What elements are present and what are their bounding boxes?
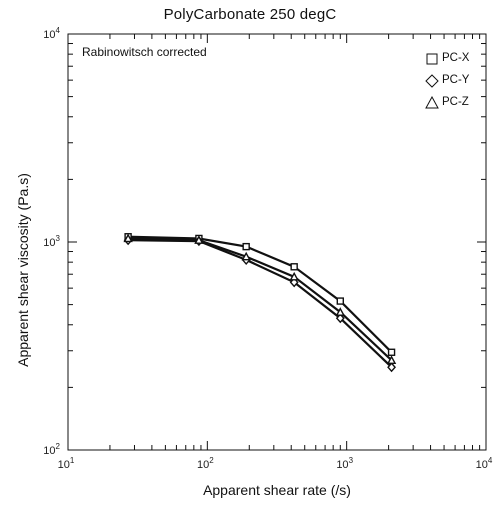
diamond-marker-icon — [425, 74, 439, 88]
x-tick-exponent: 2 — [209, 456, 214, 465]
y-tick-exponent: 3 — [56, 234, 61, 243]
y-axis-label: Apparent shear viscosity (Pa.s) — [15, 173, 31, 367]
series-markers — [123, 233, 397, 373]
data-point-pc-y — [335, 313, 345, 324]
legend-item-pc-x: PC-X — [425, 52, 495, 74]
y-tick-label: 102 — [43, 442, 60, 457]
data-point-pc-z — [123, 233, 133, 243]
x-tick-exponent: 3 — [349, 456, 354, 465]
data-point-pc-z — [289, 271, 299, 281]
triangle-marker-icon — [425, 96, 439, 109]
data-point-pc-z — [386, 355, 397, 364]
legend-item-pc-y: PC-Y — [425, 74, 495, 96]
x-tick-label: 103 — [336, 456, 353, 471]
x-tick-exponent: 4 — [488, 456, 493, 465]
x-tick-label: 101 — [58, 456, 75, 471]
legend-label-pc-z: PC-Z — [442, 96, 469, 108]
y-tick-label: 104 — [43, 26, 60, 41]
x-axis-label: Apparent shear rate (/s) — [203, 482, 351, 498]
data-point-pc-x — [242, 242, 250, 251]
series-lines — [128, 235, 393, 368]
y-tick-exponent: 4 — [56, 26, 61, 35]
x-tick-exponent: 1 — [70, 456, 75, 465]
square-marker-icon — [426, 53, 438, 65]
data-point-pc-z — [241, 251, 251, 261]
series-line-pc-y — [128, 239, 393, 368]
annotation-text: Rabinowitsch corrected — [82, 45, 207, 59]
data-point-pc-x — [387, 348, 396, 356]
data-point-pc-x — [336, 297, 344, 305]
x-tick-label: 102 — [197, 456, 214, 471]
chart-title: PolyCarbonate 250 degC — [163, 6, 337, 23]
data-point-pc-y — [387, 362, 396, 373]
series-line-pc-x — [128, 235, 393, 354]
data-point-pc-z — [335, 307, 345, 316]
data-point-pc-x — [290, 263, 298, 271]
y-tick-label: 103 — [43, 234, 60, 249]
legend-label-pc-x: PC-X — [442, 52, 470, 64]
y-tick-exponent: 2 — [56, 442, 61, 451]
legend: PC-X PC-Y PC-Z — [425, 52, 495, 118]
data-point-pc-z — [194, 235, 204, 244]
x-tick-label: 104 — [476, 456, 493, 471]
series-line-pc-z — [128, 237, 393, 362]
legend-label-pc-y: PC-Y — [442, 74, 470, 86]
legend-item-pc-z: PC-Z — [425, 96, 495, 118]
